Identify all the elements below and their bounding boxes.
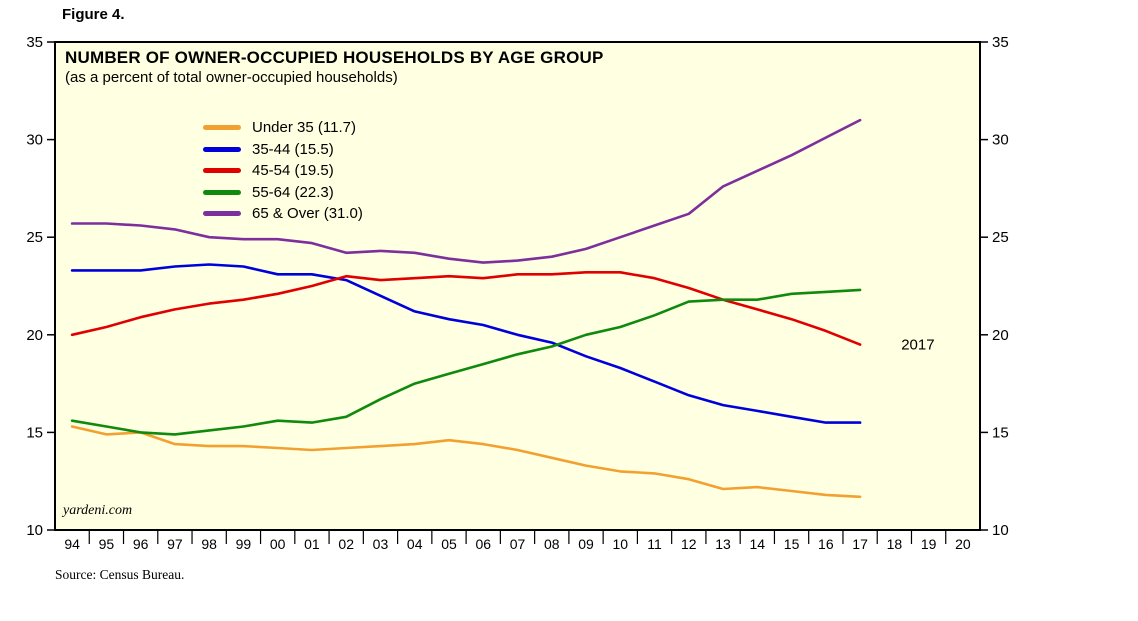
series-line-0 xyxy=(70,425,862,499)
y-axis-label-left: 35 xyxy=(26,34,43,51)
y-axis-label-left: 15 xyxy=(26,424,43,441)
series-line-3 xyxy=(70,288,862,436)
legend-item-2: 45-54 (19.5) xyxy=(203,160,363,182)
legend-item-0: Under 35 (11.7) xyxy=(203,117,363,139)
legend-swatch-icon xyxy=(203,168,241,174)
x-axis-label: 20 xyxy=(955,536,971,552)
legend: Under 35 (11.7) 35-44 (15.5) 45-54 (19.5) 5… xyxy=(203,117,363,225)
x-axis-label: 13 xyxy=(715,536,731,552)
x-axis-label: 06 xyxy=(475,536,491,552)
x-axis-label: 97 xyxy=(167,536,183,552)
x-axis-label: 01 xyxy=(304,536,320,552)
x-axis-label: 96 xyxy=(133,536,149,552)
x-axis-label: 08 xyxy=(544,536,560,552)
x-axis-label: 15 xyxy=(784,536,800,552)
x-axis-label: 04 xyxy=(407,536,423,552)
y-axis-label-right: 35 xyxy=(992,34,1009,51)
legend-swatch-icon xyxy=(203,125,241,131)
y-axis-label-right: 30 xyxy=(992,132,1009,149)
x-axis-label: 19 xyxy=(921,536,937,552)
legend-swatch-icon xyxy=(203,146,241,152)
y-axis-label-right: 20 xyxy=(992,327,1009,344)
x-axis-label: 95 xyxy=(99,536,115,552)
legend-item-3: 55-64 (22.3) xyxy=(203,182,363,204)
chart-title: NUMBER OF OWNER-OCCUPIED HOUSEHOLDS BY A… xyxy=(65,48,604,67)
legend-swatch-icon xyxy=(203,211,241,217)
x-axis-label: 07 xyxy=(510,536,526,552)
x-axis-label: 02 xyxy=(338,536,354,552)
legend-label: 45-54 (19.5) xyxy=(252,162,334,180)
y-axis-label-left: 25 xyxy=(26,229,43,246)
x-axis-label: 12 xyxy=(681,536,697,552)
y-axis-label-left: 30 xyxy=(26,132,43,149)
legend-item-1: 35-44 (15.5) xyxy=(203,139,363,161)
x-axis-label: 14 xyxy=(750,536,766,552)
legend-item-4: 65 & Over (31.0) xyxy=(203,203,363,225)
series-line-4 xyxy=(70,118,862,264)
y-axis-label-left: 10 xyxy=(26,522,43,539)
x-axis-label: 18 xyxy=(887,536,903,552)
source-note: Source: Census Bureau. xyxy=(55,567,185,582)
x-axis-label: 94 xyxy=(64,536,80,552)
legend-swatch-icon xyxy=(203,189,241,195)
y-axis-label-right: 15 xyxy=(992,424,1009,441)
legend-label: 35-44 (15.5) xyxy=(252,140,334,158)
x-axis-label: 17 xyxy=(852,536,868,552)
y-axis-label-right: 10 xyxy=(992,522,1009,539)
series-line-1 xyxy=(70,263,862,424)
figure-label: Figure 4. xyxy=(62,6,125,23)
plot-area xyxy=(54,41,981,531)
x-axis-label: 11 xyxy=(647,536,662,552)
y-axis-label-right: 25 xyxy=(992,229,1009,246)
x-axis-label: 16 xyxy=(818,536,834,552)
x-axis-label: 03 xyxy=(373,536,389,552)
watermark: yardeni.com xyxy=(63,503,133,518)
annotation-2017: 2017 xyxy=(901,337,934,354)
x-axis-label: 05 xyxy=(441,536,457,552)
series-line-2 xyxy=(70,270,862,346)
x-axis-label: 00 xyxy=(270,536,286,552)
x-axis-label: 09 xyxy=(578,536,594,552)
x-axis-label: 10 xyxy=(612,536,628,552)
y-axis-label-left: 20 xyxy=(26,327,43,344)
legend-label: Under 35 (11.7) xyxy=(252,119,356,137)
legend-label: 55-64 (22.3) xyxy=(252,183,334,201)
legend-label: 65 & Over (31.0) xyxy=(252,205,363,223)
x-axis-label: 98 xyxy=(201,536,217,552)
chart-subtitle: (as a percent of total owner-occupied ho… xyxy=(65,69,398,86)
x-axis-label: 99 xyxy=(236,536,252,552)
